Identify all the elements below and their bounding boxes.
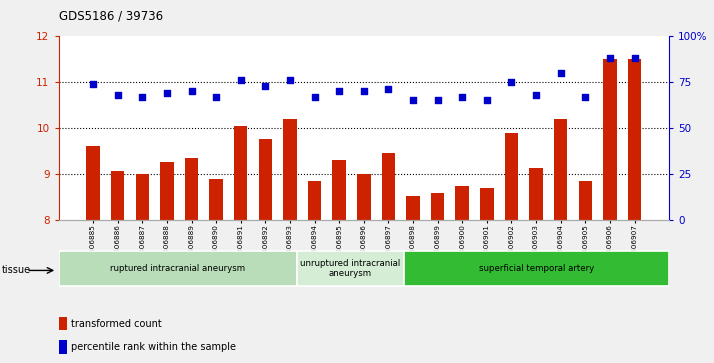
- Text: superficial temporal artery: superficial temporal artery: [478, 264, 594, 273]
- Bar: [406, 196, 420, 220]
- Point: [531, 92, 542, 98]
- Text: ruptured intracranial aneurysm: ruptured intracranial aneurysm: [111, 264, 246, 273]
- Text: transformed count: transformed count: [71, 318, 162, 329]
- Bar: [578, 181, 592, 220]
- Point: [555, 70, 566, 76]
- Bar: [160, 162, 174, 220]
- Point: [407, 98, 418, 103]
- Bar: [59, 317, 67, 330]
- Bar: [111, 171, 124, 220]
- Bar: [603, 59, 617, 220]
- Point: [161, 90, 173, 96]
- Point: [456, 94, 468, 100]
- Point: [333, 88, 345, 94]
- Bar: [136, 174, 149, 220]
- Text: tissue: tissue: [2, 265, 31, 276]
- Bar: [185, 158, 198, 220]
- Bar: [59, 340, 67, 354]
- Point: [235, 77, 246, 83]
- Text: unruptured intracranial
aneurysm: unruptured intracranial aneurysm: [301, 259, 401, 278]
- Bar: [357, 174, 371, 220]
- Bar: [381, 153, 395, 220]
- Point: [629, 56, 640, 61]
- Bar: [258, 139, 272, 220]
- Point: [260, 83, 271, 89]
- Bar: [554, 119, 568, 220]
- Bar: [298, 251, 403, 286]
- Bar: [209, 179, 223, 220]
- Point: [136, 94, 148, 100]
- Bar: [431, 193, 444, 220]
- Point: [506, 79, 517, 85]
- Bar: [333, 160, 346, 220]
- Bar: [628, 59, 641, 220]
- Bar: [403, 251, 669, 286]
- Point: [432, 98, 443, 103]
- Text: percentile rank within the sample: percentile rank within the sample: [71, 342, 236, 352]
- Bar: [505, 132, 518, 220]
- Point: [604, 56, 615, 61]
- Bar: [480, 188, 493, 220]
- Bar: [234, 126, 248, 220]
- Bar: [308, 181, 321, 220]
- Bar: [59, 251, 298, 286]
- Point: [580, 94, 591, 100]
- Bar: [456, 186, 469, 220]
- Point: [211, 94, 222, 100]
- Bar: [529, 168, 543, 220]
- Point: [87, 81, 99, 87]
- Point: [112, 92, 124, 98]
- Point: [358, 88, 370, 94]
- Bar: [283, 119, 297, 220]
- Point: [383, 86, 394, 92]
- Point: [284, 77, 296, 83]
- Point: [186, 88, 197, 94]
- Bar: [86, 146, 100, 220]
- Point: [481, 98, 493, 103]
- Point: [309, 94, 321, 100]
- Text: GDS5186 / 39736: GDS5186 / 39736: [59, 9, 163, 22]
